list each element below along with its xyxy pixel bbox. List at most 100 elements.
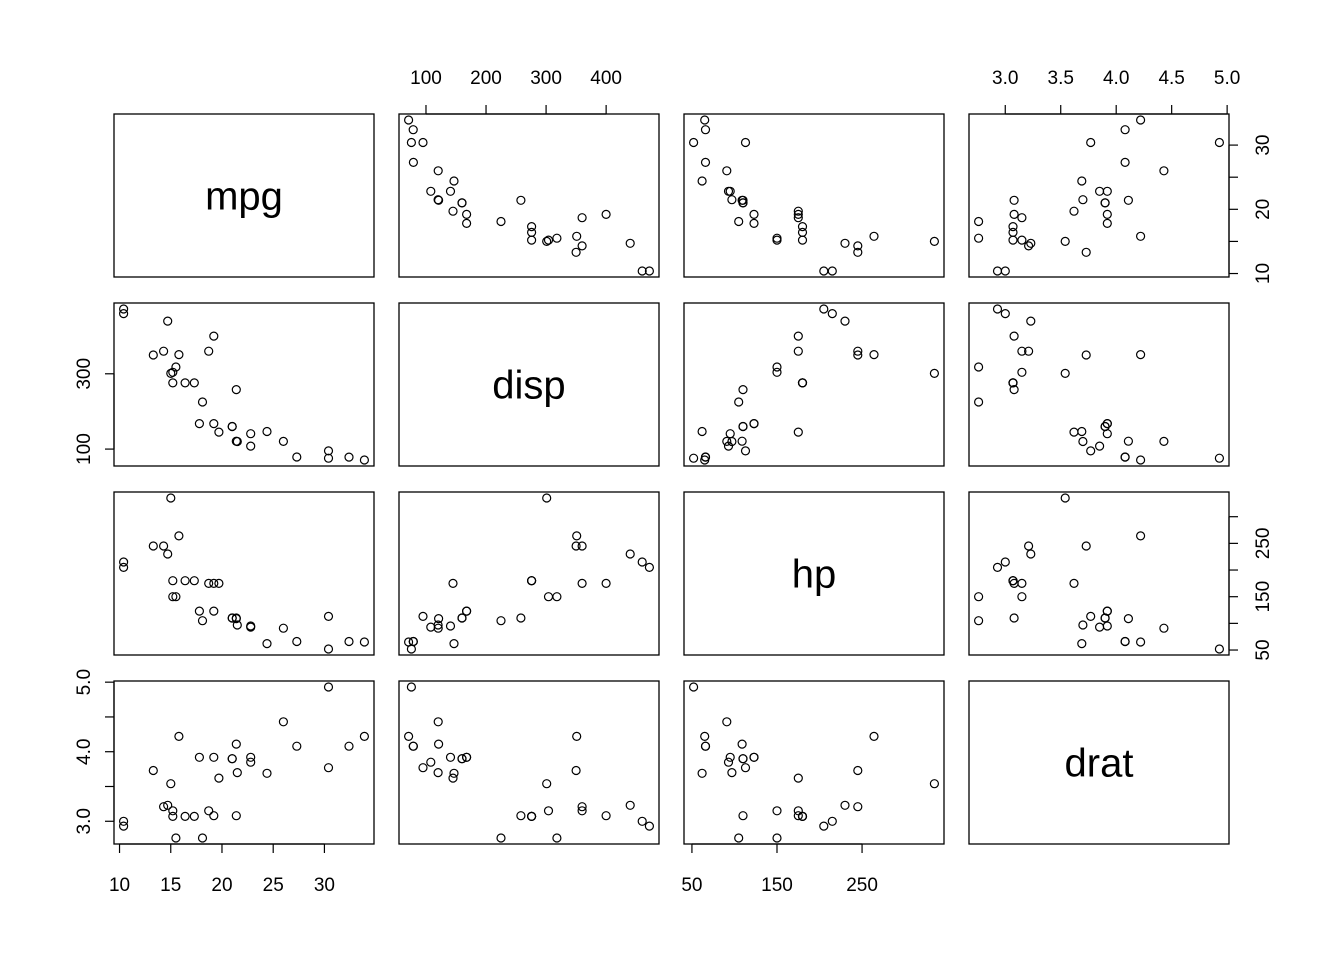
data-point xyxy=(168,592,178,602)
data-point xyxy=(526,222,537,232)
data-point xyxy=(214,427,224,437)
data-point xyxy=(973,592,984,602)
data-point xyxy=(227,421,237,432)
data-point xyxy=(418,137,428,148)
panel-drat-vs-hp xyxy=(683,680,945,845)
data-point xyxy=(214,773,224,783)
data-point xyxy=(209,578,219,589)
data-point xyxy=(727,767,737,778)
tick-label: 400 xyxy=(590,68,622,89)
data-point xyxy=(601,578,611,589)
data-point xyxy=(445,621,456,631)
data-point xyxy=(644,562,655,573)
data-point xyxy=(992,266,1003,276)
data-point xyxy=(1017,367,1027,377)
tick-label: 10 xyxy=(109,875,130,896)
data-point xyxy=(1077,638,1087,649)
data-point xyxy=(1120,157,1130,167)
data-point xyxy=(688,453,699,463)
data-point xyxy=(1017,213,1027,223)
data-point xyxy=(973,362,984,372)
data-point xyxy=(827,816,837,826)
data-point xyxy=(449,768,459,778)
data-point xyxy=(168,367,178,377)
data-point xyxy=(853,247,863,257)
data-point xyxy=(462,606,472,616)
data-point xyxy=(408,636,418,647)
data-point xyxy=(204,578,214,589)
data-point xyxy=(189,378,199,388)
data-point xyxy=(1009,385,1019,395)
data-point xyxy=(929,368,940,378)
data-point xyxy=(197,833,208,843)
data-point xyxy=(148,541,158,551)
data-point xyxy=(448,773,458,783)
data-point xyxy=(700,731,710,742)
data-point xyxy=(148,765,158,776)
data-point xyxy=(853,346,863,356)
data-point xyxy=(625,238,635,248)
data-point xyxy=(168,811,178,822)
data-point xyxy=(1094,441,1105,451)
tick-label: 100 xyxy=(410,68,442,89)
data-point xyxy=(772,806,782,816)
data-point xyxy=(246,757,256,767)
data-point xyxy=(180,811,190,822)
data-point xyxy=(1102,606,1112,616)
data-point xyxy=(973,616,984,626)
data-point xyxy=(1000,309,1010,319)
data-point xyxy=(426,186,436,196)
data-point xyxy=(1135,115,1146,125)
data-point xyxy=(1009,613,1019,623)
data-point xyxy=(231,385,241,395)
data-point xyxy=(227,613,237,623)
data-point xyxy=(171,592,181,602)
data-point xyxy=(418,763,428,773)
data-point xyxy=(1123,436,1134,446)
panel-disp-vs-hp xyxy=(683,302,945,467)
data-point xyxy=(727,436,737,447)
tick-label: 200 xyxy=(470,68,502,89)
data-point xyxy=(1017,578,1027,589)
panel-hp-vs-disp xyxy=(398,491,660,656)
data-point xyxy=(722,166,732,176)
data-point xyxy=(166,779,176,789)
data-point xyxy=(118,304,129,314)
data-point xyxy=(516,613,526,623)
data-point xyxy=(246,752,256,762)
points-mpg-vs-disp xyxy=(404,115,655,276)
data-point xyxy=(749,209,759,219)
data-point xyxy=(1026,549,1036,559)
data-point xyxy=(449,176,459,186)
data-point xyxy=(209,419,219,429)
data-point xyxy=(323,611,334,622)
data-point xyxy=(1008,235,1018,245)
axes: 100 200 300 400 3.0 3.5 4.0 4.5 5.0 10 15 20 25 30 50 1… xyxy=(74,68,1274,896)
data-point xyxy=(462,752,472,762)
data-point xyxy=(231,811,241,821)
data-point xyxy=(827,309,837,319)
panel-drat-vs-mpg xyxy=(113,680,375,845)
data-point xyxy=(727,195,737,205)
data-point xyxy=(738,754,748,764)
data-point xyxy=(457,754,467,764)
data-point xyxy=(526,576,537,586)
data-point xyxy=(344,741,354,751)
data-point xyxy=(1094,622,1105,632)
data-point xyxy=(543,592,554,602)
data-point xyxy=(543,806,554,816)
data-point xyxy=(457,198,467,208)
data-point xyxy=(700,157,711,167)
variable-labels: mpg disp hp drat xyxy=(205,175,1133,786)
data-point xyxy=(637,266,647,276)
data-point xyxy=(323,763,334,773)
data-point xyxy=(700,452,711,462)
data-point xyxy=(734,833,744,843)
data-point xyxy=(1120,452,1130,462)
data-point xyxy=(209,331,219,341)
tick-label: 30 xyxy=(314,875,335,896)
data-point xyxy=(323,644,334,654)
points-drat-vs-mpg xyxy=(118,682,369,843)
data-point xyxy=(408,157,418,167)
data-point xyxy=(1069,578,1079,589)
